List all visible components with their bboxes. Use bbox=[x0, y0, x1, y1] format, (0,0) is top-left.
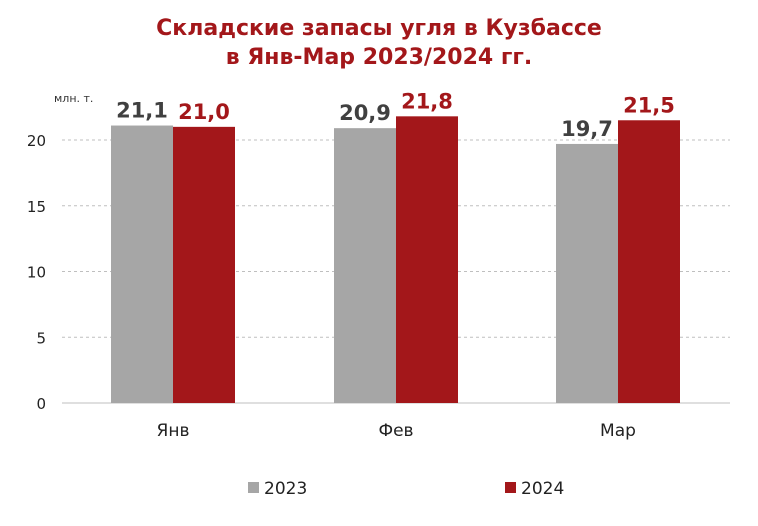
y-axis-unit-label: млн. т. bbox=[54, 92, 94, 105]
data-label-2024-1: 21,8 bbox=[401, 89, 453, 113]
bar-2023-0 bbox=[111, 125, 173, 403]
x-tick-label: Мар bbox=[600, 421, 636, 441]
y-tick-label: 20 bbox=[27, 132, 46, 150]
y-tick-label: 0 bbox=[36, 395, 46, 413]
data-label-2023-2: 19,7 bbox=[561, 117, 613, 141]
legend-label-2023: 2023 bbox=[264, 479, 307, 499]
data-label-2024-0: 21,0 bbox=[178, 100, 230, 124]
y-tick-label: 5 bbox=[36, 329, 46, 347]
bar-2024-1 bbox=[396, 116, 458, 403]
legend-swatch-2023 bbox=[248, 482, 259, 493]
bar-2024-0 bbox=[173, 126, 235, 403]
data-label-2023-1: 20,9 bbox=[339, 101, 391, 125]
bar-2023-2 bbox=[556, 143, 618, 403]
legend-label-2024: 2024 bbox=[521, 479, 564, 499]
legend-swatch-2024 bbox=[505, 482, 516, 493]
data-label-2024-2: 21,5 bbox=[623, 93, 675, 117]
chart-title: Складские запасы угля в Кузбассе bbox=[156, 16, 602, 41]
y-tick-label: 10 bbox=[27, 264, 46, 282]
chart-subtitle: в Янв-Мар 2023/2024 гг. bbox=[225, 45, 533, 70]
x-tick-label: Фев bbox=[378, 421, 413, 441]
y-tick-label: 15 bbox=[27, 198, 46, 216]
x-tick-label: Янв bbox=[157, 421, 190, 441]
data-label-2023-0: 21,1 bbox=[116, 99, 168, 123]
bar-2024-2 bbox=[618, 120, 680, 404]
bar-2023-1 bbox=[334, 128, 396, 404]
